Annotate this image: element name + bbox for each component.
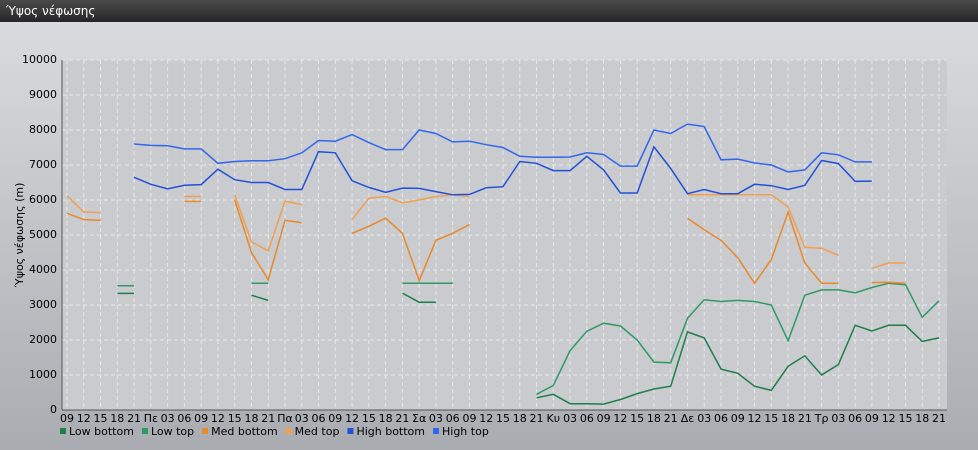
series-line: [117, 282, 940, 395]
x-tick-label: 15: [496, 412, 510, 425]
x-tick-label: 15: [94, 412, 108, 425]
series-line: [133, 145, 872, 196]
x-tick-label: 03: [697, 412, 711, 425]
y-tick-label: 10000: [22, 53, 57, 66]
chart: Ύψος νέφωσης (m) 0 1000 2000 3000 4000 5000 60…: [13, 53, 947, 438]
x-tick-label: 12: [211, 412, 225, 425]
x-tick-label: 06: [848, 412, 862, 425]
y-tick-label: 8000: [29, 123, 57, 136]
series-line: [134, 123, 872, 173]
x-tick-label: Πε: [144, 412, 158, 425]
x-tick-label: 06: [580, 412, 594, 425]
x-tick-label: 03: [161, 412, 175, 425]
legend-label: Med bottom: [211, 425, 278, 438]
x-tick-label: 12: [748, 412, 762, 425]
x-tick-label: Πα: [277, 412, 293, 425]
x-tick-label: Σα: [412, 412, 426, 425]
x-tick-label: 18: [513, 412, 527, 425]
x-tick-label: 15: [362, 412, 376, 425]
x-tick-label: 21: [530, 412, 544, 425]
series-line: [66, 194, 906, 270]
y-tick-label: 2000: [29, 333, 57, 346]
legend-swatch: [141, 428, 148, 434]
x-tick-label: 06: [312, 412, 326, 425]
x-tick-label: 03: [429, 412, 443, 425]
x-tick-label: 15: [228, 412, 242, 425]
x-tick-label: 12: [77, 412, 91, 425]
legend-swatch: [285, 428, 292, 434]
x-tick-label: 12: [345, 412, 359, 425]
y-tick-label: 0: [50, 403, 57, 416]
x-tick-label: 09: [462, 412, 476, 425]
title-bar: Ύψος νέφωσης: [0, 0, 978, 22]
legend-swatch: [347, 428, 354, 434]
x-tick-label: 06: [714, 412, 728, 425]
x-tick-label: 21: [261, 412, 275, 425]
x-tick-label: Τρ: [814, 412, 829, 425]
legend-label: Med top: [295, 425, 340, 438]
x-tick-label: 09: [597, 412, 611, 425]
y-tick-label: 6000: [29, 193, 57, 206]
y-tick-label: 3000: [29, 298, 57, 311]
x-tick-label: 06: [446, 412, 460, 425]
legend-label: High bottom: [356, 425, 425, 438]
x-tick-label: 18: [647, 412, 661, 425]
x-tick-label: 09: [194, 412, 208, 425]
x-tick-label: 03: [295, 412, 309, 425]
series-line: [66, 199, 906, 285]
legend-swatch: [433, 428, 439, 434]
legend-label: Low top: [151, 425, 194, 438]
legend-swatch: [202, 428, 209, 434]
x-tick-label: 09: [60, 412, 74, 425]
x-tick-label: 03: [831, 412, 845, 425]
x-tick-label: 06: [177, 412, 191, 425]
chart-title: Ύψος νέφωσης: [6, 4, 96, 18]
y-tick-label: 7000: [29, 158, 57, 171]
x-tick-label: 18: [781, 412, 795, 425]
x-tick-label: 15: [898, 412, 912, 425]
x-tick-label: Δε: [681, 412, 695, 425]
x-tick-label: 15: [764, 412, 778, 425]
y-axis-title: Ύψος νέφωσης (m): [13, 183, 26, 289]
x-tick-label: 03: [563, 412, 577, 425]
x-tick-label: 09: [865, 412, 879, 425]
legend-label: High top: [442, 425, 489, 438]
y-tick-label: 4000: [29, 263, 57, 276]
x-tick-label: 12: [479, 412, 493, 425]
y-tick-label: 9000: [29, 88, 57, 101]
series-line: [117, 292, 940, 405]
x-tick-label: Κυ: [547, 412, 561, 425]
x-tick-label: 09: [328, 412, 342, 425]
x-tick-label: 12: [613, 412, 627, 425]
x-tick-label: 21: [395, 412, 409, 425]
x-tick-label: 18: [244, 412, 258, 425]
x-tick-label: 12: [882, 412, 896, 425]
x-tick-label: 18: [379, 412, 393, 425]
x-tick-label: 18: [110, 412, 124, 425]
legend-swatch: [60, 428, 66, 434]
x-tick-label: 18: [915, 412, 929, 425]
legend-label: Low bottom: [69, 425, 134, 438]
x-tick-label: 09: [731, 412, 745, 425]
x-tick-label: 15: [630, 412, 644, 425]
x-tick-label: 21: [664, 412, 678, 425]
y-tick-label: 1000: [29, 368, 57, 381]
x-tick-label: 21: [932, 412, 946, 425]
x-tick-label: 21: [798, 412, 812, 425]
x-tick-label: 21: [127, 412, 141, 425]
y-tick-label: 5000: [29, 228, 57, 241]
